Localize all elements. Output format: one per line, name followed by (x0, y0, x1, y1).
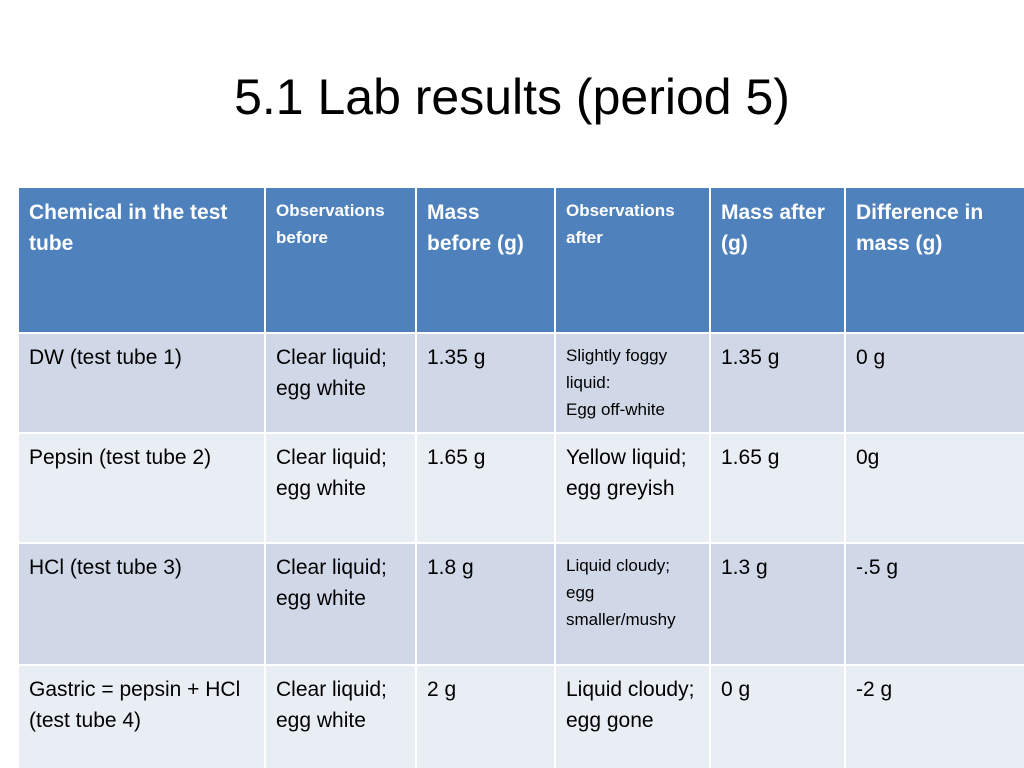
cell-observations-before: Clear liquid; egg white (264, 542, 417, 666)
header-observations-before: Observations before (264, 186, 417, 334)
cell-chemical: Gastric = pepsin + HCl (test tube 4) (17, 664, 266, 768)
cell-mass-before: 1.35 g (415, 332, 556, 434)
cell-mass-before: 1.65 g (415, 432, 556, 544)
cell-mass-before: 2 g (415, 664, 556, 768)
cell-difference: 0g (844, 432, 1024, 544)
cell-observations-before: Clear liquid; egg white (264, 332, 417, 434)
cell-mass-before: 1.8 g (415, 542, 556, 666)
table-header-row: Chemical in the test tube Observations b… (17, 186, 1024, 334)
cell-mass-after: 0 g (709, 664, 846, 768)
cell-observations-after: Liquid cloudy; egg gone (554, 664, 711, 768)
header-chemical: Chemical in the test tube (17, 186, 266, 334)
table-row: Pepsin (test tube 2) Clear liquid; egg w… (17, 432, 1024, 544)
table-row: HCl (test tube 3) Clear liquid; egg whit… (17, 542, 1024, 666)
cell-observations-after: Slightly foggy liquid: Egg off-white (554, 332, 711, 434)
table-row: DW (test tube 1) Clear liquid; egg white… (17, 332, 1024, 434)
header-mass-before: Mass before (g) (415, 186, 556, 334)
cell-difference: -2 g (844, 664, 1024, 768)
cell-chemical: HCl (test tube 3) (17, 542, 266, 666)
header-observations-after: Observations after (554, 186, 711, 334)
cell-observations-after: Yellow liquid; egg greyish (554, 432, 711, 544)
cell-observations-before: Clear liquid; egg white (264, 664, 417, 768)
cell-observations-before: Clear liquid; egg white (264, 432, 417, 544)
header-mass-after: Mass after (g) (709, 186, 846, 334)
header-difference: Difference in mass (g) (844, 186, 1024, 334)
cell-difference: -.5 g (844, 542, 1024, 666)
lab-results-table: Chemical in the test tube Observations b… (17, 186, 1024, 768)
cell-mass-after: 1.35 g (709, 332, 846, 434)
cell-chemical: DW (test tube 1) (17, 332, 266, 434)
cell-mass-after: 1.65 g (709, 432, 846, 544)
cell-difference: 0 g (844, 332, 1024, 434)
slide-title: 5.1 Lab results (period 5) (234, 69, 790, 125)
cell-observations-after: Liquid cloudy; egg smaller/mushy (554, 542, 711, 666)
cell-mass-after: 1.3 g (709, 542, 846, 666)
table-row: Gastric = pepsin + HCl (test tube 4) Cle… (17, 664, 1024, 768)
cell-chemical: Pepsin (test tube 2) (17, 432, 266, 544)
